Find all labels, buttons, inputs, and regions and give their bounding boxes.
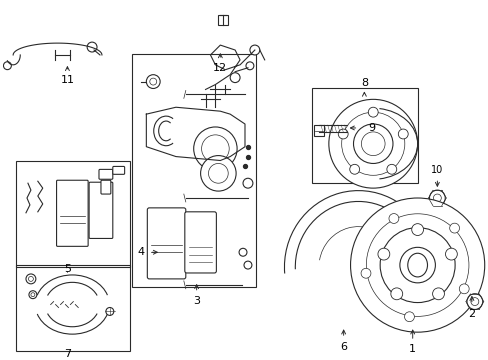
Text: 2: 2 (468, 309, 474, 319)
Point (244, 154, 251, 159)
Bar (16, 161, 129, 267)
Text: 10: 10 (430, 165, 443, 175)
Circle shape (230, 73, 240, 82)
Circle shape (28, 276, 33, 282)
Circle shape (239, 248, 246, 256)
Circle shape (432, 288, 444, 300)
FancyBboxPatch shape (113, 166, 124, 174)
Point (241, 163, 248, 169)
Bar (313, 125, 323, 136)
Circle shape (208, 163, 228, 183)
Circle shape (390, 288, 402, 300)
Point (244, 144, 251, 150)
Ellipse shape (407, 253, 427, 277)
Circle shape (29, 291, 37, 299)
Bar (16, 265, 129, 351)
Circle shape (428, 190, 445, 206)
Text: 4: 4 (138, 247, 144, 257)
Bar (131, 54, 255, 287)
Text: 3: 3 (193, 296, 200, 306)
Circle shape (458, 284, 468, 294)
Circle shape (404, 312, 413, 321)
Circle shape (106, 307, 114, 315)
Circle shape (432, 194, 440, 202)
FancyBboxPatch shape (57, 180, 88, 246)
Circle shape (350, 198, 484, 332)
Text: 5: 5 (64, 264, 71, 274)
FancyBboxPatch shape (101, 180, 111, 194)
Circle shape (244, 261, 251, 269)
Circle shape (146, 75, 160, 89)
Circle shape (386, 165, 396, 174)
Circle shape (328, 99, 417, 188)
Circle shape (31, 293, 35, 297)
Circle shape (249, 45, 259, 55)
FancyBboxPatch shape (89, 182, 113, 238)
FancyBboxPatch shape (184, 212, 216, 273)
Circle shape (353, 124, 392, 163)
Circle shape (470, 298, 478, 306)
Circle shape (149, 78, 156, 85)
Circle shape (399, 247, 434, 283)
Text: 12: 12 (213, 63, 227, 73)
Circle shape (360, 268, 370, 278)
Circle shape (245, 62, 253, 70)
Circle shape (466, 294, 482, 310)
Text: 7: 7 (64, 349, 71, 359)
Circle shape (367, 107, 377, 117)
Circle shape (449, 223, 459, 233)
Circle shape (338, 129, 347, 139)
Circle shape (3, 62, 11, 69)
Circle shape (411, 224, 423, 235)
Circle shape (445, 248, 456, 260)
Bar (311, 87, 417, 183)
FancyBboxPatch shape (147, 208, 185, 279)
Text: 8: 8 (360, 77, 367, 87)
Circle shape (379, 228, 454, 302)
Circle shape (200, 156, 236, 191)
Text: 9: 9 (367, 123, 375, 133)
Circle shape (361, 132, 384, 156)
Circle shape (193, 127, 237, 170)
Circle shape (377, 248, 389, 260)
Circle shape (398, 129, 407, 139)
Circle shape (366, 214, 468, 316)
Text: 11: 11 (61, 75, 74, 85)
FancyBboxPatch shape (99, 170, 113, 179)
Text: 6: 6 (340, 342, 346, 352)
Circle shape (26, 274, 36, 284)
Circle shape (243, 178, 252, 188)
Bar (218, 15, 228, 25)
Circle shape (388, 213, 398, 224)
Circle shape (201, 135, 229, 162)
Circle shape (341, 112, 404, 175)
Circle shape (349, 165, 359, 174)
Text: 1: 1 (408, 344, 415, 354)
Circle shape (87, 42, 97, 52)
